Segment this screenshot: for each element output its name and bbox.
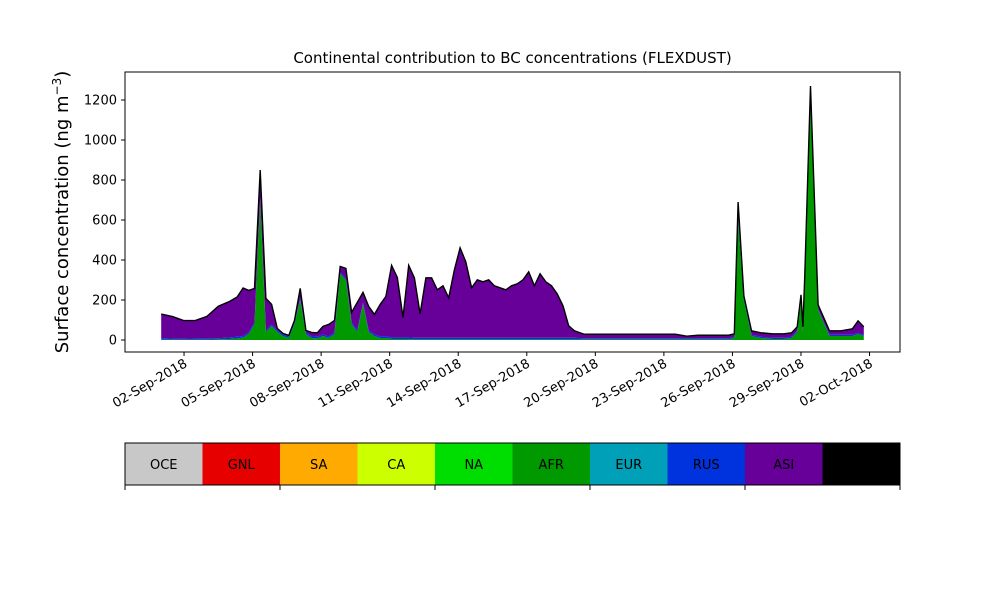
y-axis-label-main: Surface concentration (ng m — [52, 95, 73, 353]
legend-label-asi: ASI — [773, 458, 794, 473]
x-tick-label: 05-Sep-2018 — [179, 356, 259, 411]
y-tick-label: 800 — [92, 174, 117, 189]
legend-swatch-sa — [280, 443, 358, 485]
legend-swatch-asi — [745, 443, 823, 485]
chart-title: Continental contribution to BC concentra… — [293, 49, 731, 67]
legend-label-ca: CA — [387, 458, 405, 473]
y-tick-label: 1000 — [84, 134, 117, 149]
legend-label-sa: SA — [310, 458, 327, 473]
total-outline-group — [161, 85, 865, 337]
y-axis-label-exponent: −3 — [50, 78, 64, 96]
x-axis-ticks: 02-Sep-201805-Sep-201808-Sep-201811-Sep-… — [110, 352, 876, 411]
y-tick-label: 0 — [109, 334, 117, 349]
area-asi — [161, 86, 864, 339]
x-tick-label: 11-Sep-2018 — [316, 356, 396, 411]
y-tick-label: 600 — [92, 214, 117, 229]
y-tick-label: 200 — [92, 294, 117, 309]
legend-label-aus: AUS — [848, 458, 875, 473]
legend-swatch-rus — [667, 443, 746, 485]
legend-label-rus: RUS — [693, 458, 720, 473]
x-tick-label: 02-Oct-2018 — [797, 356, 875, 410]
legend-colorbar: OCE GNL SA CA NA AFR EUR RUS ASI AUS — [124, 442, 901, 490]
x-tick-label: 17-Sep-2018 — [453, 356, 533, 411]
x-tick-label: 20-Sep-2018 — [522, 356, 602, 411]
y-tick-label: 400 — [92, 254, 117, 269]
y-tick-label: 1200 — [84, 94, 117, 109]
x-tick-label: 08-Sep-2018 — [247, 356, 327, 411]
legend-swatch-gnl — [202, 443, 281, 485]
x-tick-label: 26-Sep-2018 — [659, 356, 739, 411]
legend-swatch-afr — [512, 443, 591, 485]
legend-label-na: NA — [464, 458, 483, 473]
legend-swatch-ca — [357, 443, 436, 485]
legend-swatch-aus — [822, 443, 901, 485]
y-axis-label: Surface concentration (ng m−3) — [50, 71, 73, 354]
y-axis-label-close: ) — [52, 71, 73, 78]
legend-label-oce: OCE — [150, 458, 178, 473]
legend-frame — [124, 442, 901, 486]
area-series-group — [161, 86, 864, 340]
x-tick-label: 14-Sep-2018 — [384, 356, 464, 411]
legend-label-eur: EUR — [615, 458, 642, 473]
legend-swatch-oce — [125, 443, 203, 485]
x-tick-label: 23-Sep-2018 — [590, 356, 670, 411]
y-axis-ticks: 0 200 400 600 800 1000 1200 — [84, 94, 125, 349]
legend-label-gnl: GNL — [228, 458, 256, 473]
x-tick-label: 02-Sep-2018 — [110, 356, 190, 411]
legend-label-afr: AFR — [539, 458, 564, 473]
x-tick-label: 29-Sep-2018 — [727, 356, 807, 411]
total-outline — [161, 85, 865, 337]
legend-swatch-na — [435, 443, 513, 485]
legend-swatch-eur — [590, 443, 668, 485]
plot-frame — [124, 71, 901, 353]
